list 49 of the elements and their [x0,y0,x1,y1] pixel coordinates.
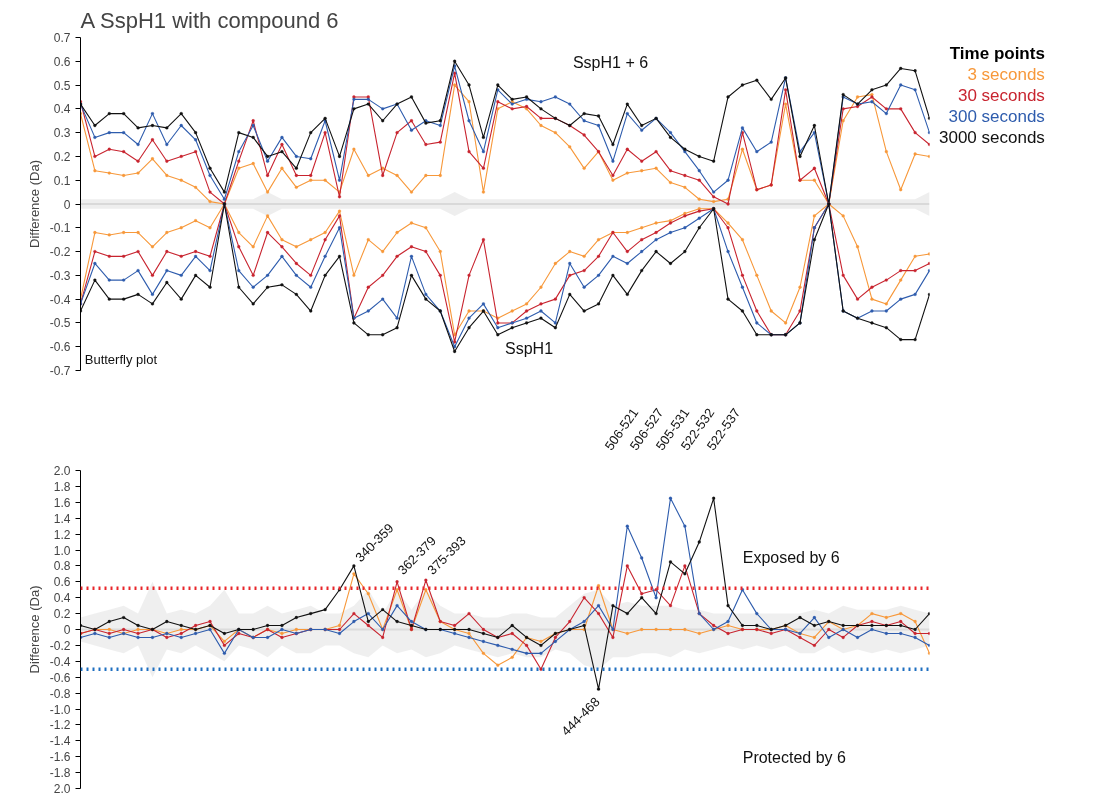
series-label: 3000 seconds [939,127,1045,148]
y-tick-label: 0.6 [53,54,71,69]
y-tick-label: -1.6 [49,750,71,765]
text: 30 seconds [956,85,1045,106]
legend-title: Time points [948,43,1045,64]
y-tick-label: 0 [63,197,71,212]
y-tick-label: -0.5 [49,316,71,331]
y-tick-label: -0.7 [49,364,71,378]
y-tick-label: 2.0 [53,782,71,796]
y-tick-label: 0.5 [53,78,71,93]
y-tick-label: -0.6 [49,670,71,685]
annotation: SspH1 + 6 [572,53,649,71]
series-label: 300 seconds [947,106,1045,127]
chart-title: A SspH1 with compound 6 [80,7,339,33]
y-tick-label: -1.8 [49,766,71,781]
y-tick-label: -0.6 [49,340,71,355]
y-tick-label: -0.2 [49,245,71,260]
y-tick-label: 1.6 [53,495,71,510]
y-tick-label: 0.2 [53,607,71,622]
y-tick-label: -1.4 [49,734,71,749]
y-axis-title: Difference (Da) [26,160,42,248]
y-tick-label: 1.8 [53,479,71,494]
annotation: Exposed by 6 [742,548,840,566]
y-tick-label: -0.1 [49,221,71,236]
y-tick-label: 0.6 [53,575,71,590]
y-tick-label: -0.2 [49,638,71,653]
annotation: Protected by 6 [742,749,846,767]
y-tick-label: -0.4 [49,292,71,307]
text: 3 seconds [966,64,1045,85]
y-tick-label: -0.8 [49,686,71,701]
y-tick-label: 0.3 [53,126,71,141]
y-tick-label: 0.7 [53,31,71,45]
y-tick-label: 0.4 [53,591,71,606]
y-tick-label: 0 [63,623,71,637]
y-tick-label: 0.8 [53,559,71,574]
y-tick-label: 1.0 [53,543,71,558]
y-tick-label: 2.0 [53,464,71,478]
y-tick-label: 0.2 [53,149,71,164]
annotation: SspH1 [505,340,554,358]
y-tick-label: 1.4 [53,511,71,526]
y-tick-label: 1.2 [53,527,71,542]
y-tick-label: -1.2 [49,718,71,733]
y-tick-label: 0.1 [53,173,71,188]
y-tick-label: -0.3 [49,268,71,283]
y-axis-title: Difference (Da) [26,585,42,674]
y-tick-label: -0.4 [49,654,71,669]
y-tick-label: 0.4 [53,102,71,117]
y-tick-label: -1.0 [49,702,71,717]
annotation: Butterfly plot [84,352,158,368]
